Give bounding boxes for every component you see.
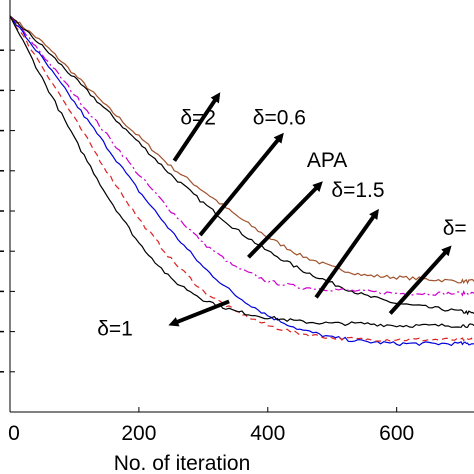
series-line-1 (10, 15, 474, 285)
annotation-arrow-5 (388, 245, 452, 315)
annotation-label-2: δ=0.6 (253, 107, 306, 130)
x-tick-label-1: 0 (8, 422, 20, 445)
annotation-arrow-3 (247, 181, 323, 259)
series-line-2 (10, 15, 474, 316)
annotation-label-5: δ= (443, 217, 467, 240)
annotation-arrow-4 (314, 208, 379, 299)
x-tick-label-4: 600 (379, 422, 414, 445)
annotation-label-6: δ=1 (97, 318, 133, 341)
series-line-5 (10, 15, 474, 343)
annotation-arrow-6 (168, 299, 230, 327)
annotation-arrow-2 (198, 132, 284, 237)
series-line-3 (10, 15, 474, 297)
plot-area (10, 10, 474, 412)
x-tick-label-2: 200 (121, 422, 156, 445)
series-line-6 (10, 15, 474, 329)
annotation-label-1: δ=2 (180, 107, 216, 130)
x-tick-label-3: 400 (250, 422, 285, 445)
annotation-arrow-1 (172, 92, 221, 162)
annotation-label-4: δ=1.5 (331, 179, 384, 202)
x-axis-label: No. of iteration (114, 452, 251, 474)
series-line-4 (10, 15, 474, 347)
annotation-label-3: APA (307, 149, 347, 172)
